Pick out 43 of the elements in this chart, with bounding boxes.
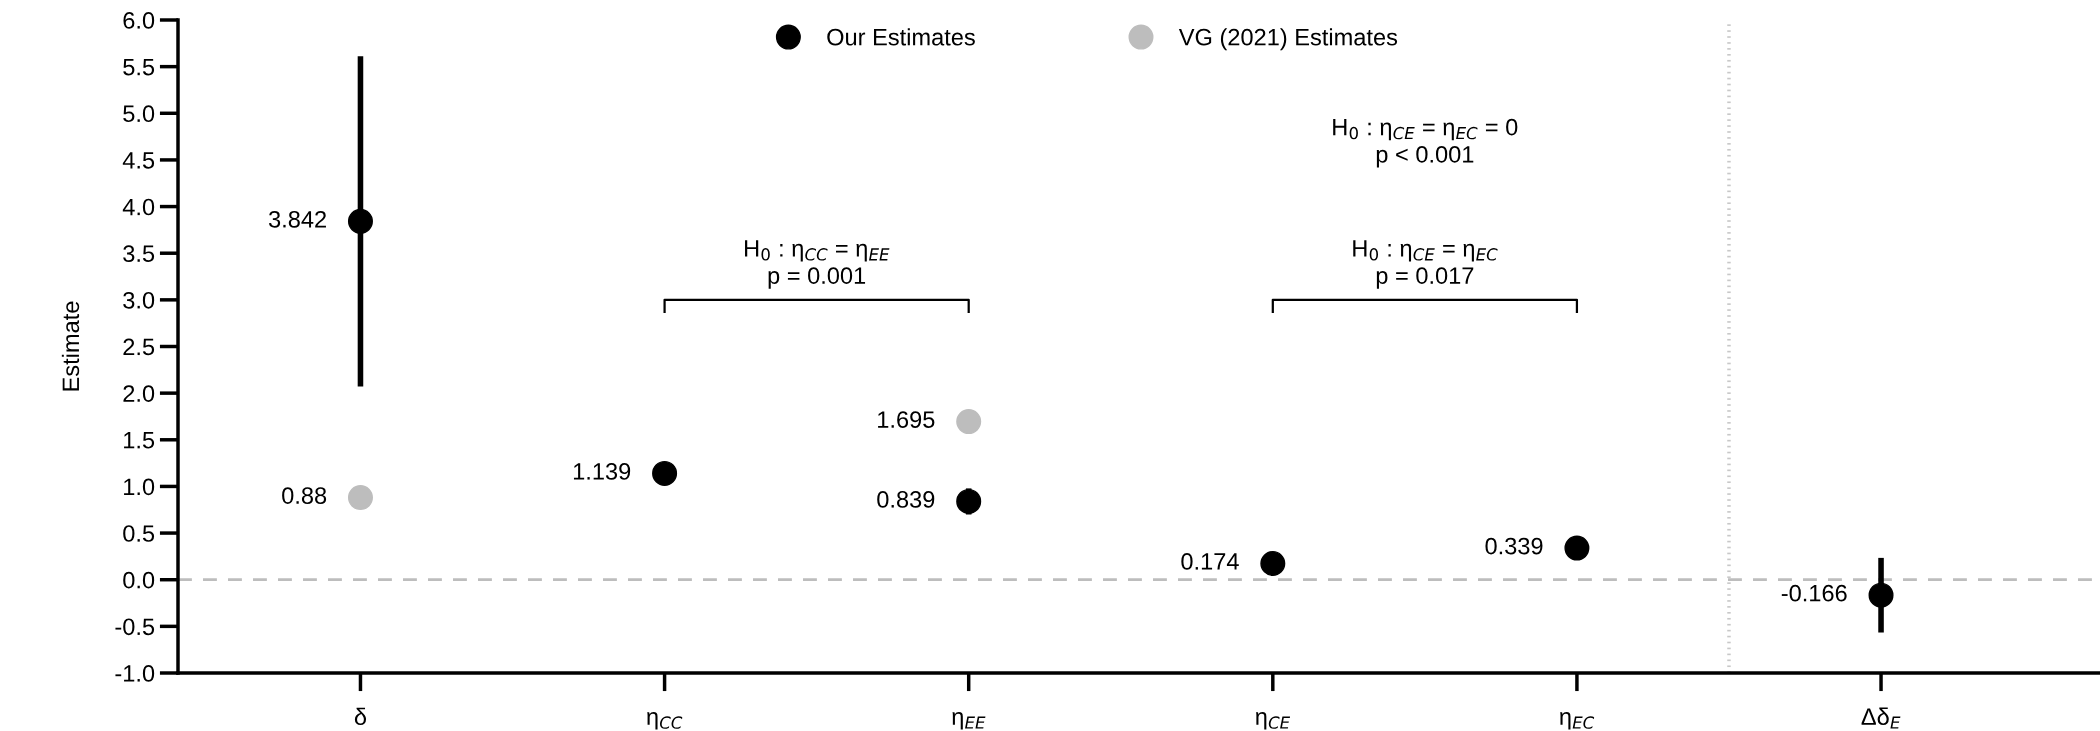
data-label: 0.339 [1485,537,1543,555]
x-tick-label: Δδ$_{E}$ [1861,707,1901,729]
y-axis-title: Estimate [61,301,80,391]
y-tick-label: -1.0 [115,665,155,682]
point [956,409,982,435]
y-tick-label: 5.5 [123,58,155,76]
point [347,208,373,234]
y-tick-label: -0.5 [115,618,155,636]
data-label: 1.695 [878,411,935,428]
data-label: 3.842 [268,210,326,228]
x-tick-label: δ [354,707,367,726]
point [1260,550,1286,576]
y-tick-label: 3.5 [123,245,155,262]
point [1868,582,1894,608]
y-tick-label: 6.0 [123,12,155,29]
point [1564,535,1590,561]
y-tick-label: 1.0 [124,478,155,496]
data-label: 0.174 [1181,553,1239,570]
annotation: H$_{0}$ : η$_{CE}$ = η$_{EC}$ = 0 p < 0.001 [1333,118,1518,168]
point [347,485,373,511]
y-tick-label: 3.0 [123,291,155,309]
data-label: 0.839 [877,491,935,508]
data-label: -0.166 [1781,584,1847,602]
x-tick-label: η$_{EE}$ [952,712,986,730]
annotation: H$_{0}$ : η$_{CC}$ = η$_{EE}$ p = 0.001 [745,240,890,289]
y-tick-label: 4.0 [122,198,155,216]
legend-label: VG (2021) Estimates [1178,28,1398,51]
x-tick-label: η$_{CC}$ [647,712,683,730]
x-tick-label: η$_{EC}$ [1560,712,1595,730]
legend-label: Our Estimates [827,28,975,46]
y-tick-label: 1.5 [124,432,155,449]
y-tick-label: 5.0 [123,105,155,123]
y-tick-label: 4.5 [122,152,155,169]
y-tick-label: 2.5 [123,338,155,356]
data-label: 0.88 [282,487,327,504]
annotation: H$_{0}$ : η$_{CE}$ = η$_{EC}$ p = 0.017 [1353,240,1498,289]
data-label: 1.139 [573,463,631,480]
x-tick-label: η$_{CE}$ [1255,712,1291,730]
y-tick-label: 0.5 [123,525,155,542]
y-tick-label: 0.0 [123,571,155,589]
y-tick-label: 2.0 [123,385,155,402]
point [956,488,982,514]
point [652,460,678,486]
